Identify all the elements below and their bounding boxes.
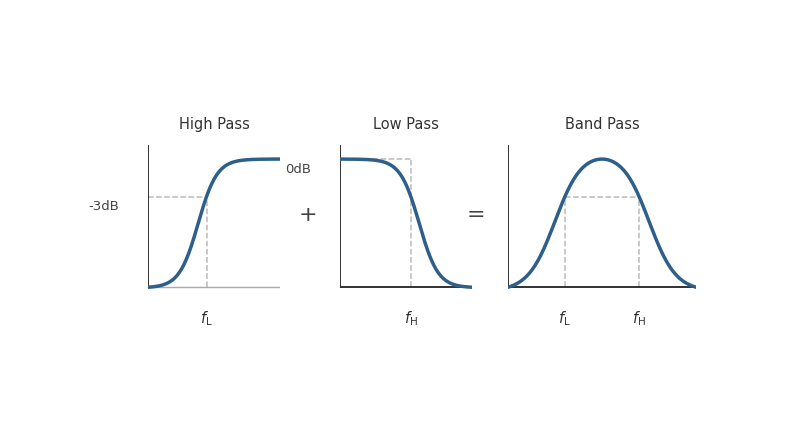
Text: $f_\mathrm{H}$: $f_\mathrm{H}$	[633, 309, 646, 328]
Text: $f_\mathrm{L}$: $f_\mathrm{L}$	[558, 309, 571, 328]
Title: Band Pass: Band Pass	[565, 117, 639, 132]
Text: -3dB: -3dB	[88, 200, 119, 213]
Text: $f_\mathrm{H}$: $f_\mathrm{H}$	[404, 309, 418, 328]
Title: High Pass: High Pass	[178, 117, 250, 132]
Text: $f_\mathrm{L}$: $f_\mathrm{L}$	[200, 309, 213, 328]
Text: 0dB: 0dB	[285, 163, 311, 176]
Title: Low Pass: Low Pass	[373, 117, 439, 132]
Text: +: +	[298, 204, 318, 225]
Text: =: =	[466, 204, 486, 225]
